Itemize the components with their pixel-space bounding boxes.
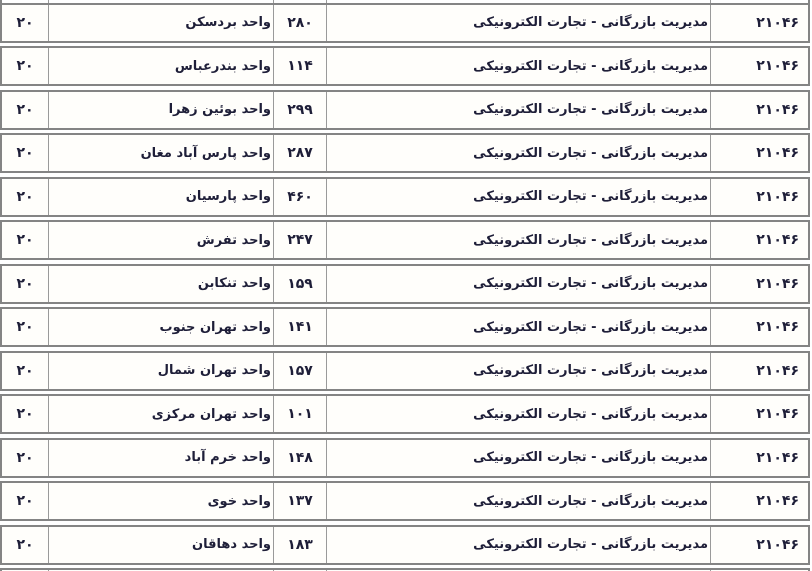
program-code-cell: ۲۱۰۴۶	[756, 406, 799, 422]
capacity-cell: ۲۰	[2, 4, 49, 41]
unit-name-cell: واحد تنکابن	[49, 265, 274, 302]
program-name-cell: مدیریت بازرگانی - تجارت الکترونیکی	[327, 352, 711, 389]
table-row: ۲۱۰۴۶ مدیریت بازرگانی - تجارت الکترونیکی…	[0, 394, 810, 434]
table-row: ۲۱۰۴۶ مدیریت بازرگانی - تجارت الکترونیکی…	[0, 176, 810, 217]
program-code-cell: ۲۱۰۴۶	[756, 493, 799, 509]
capacity-cell: ۲۰	[2, 309, 49, 345]
table-row: ۲۱۰۴۶ مدیریت بازرگانی - تجارت الکترونیکی…	[0, 437, 810, 478]
table-left-border-stub	[0, 0, 2, 3]
unit-code-cell: ۱۵۷	[274, 352, 327, 389]
column-separator-stub	[273, 0, 274, 3]
program-name-cell: مدیریت بازرگانی - تجارت الکترونیکی	[327, 4, 711, 41]
column-separator-stub	[710, 0, 711, 3]
unit-name-cell: واحد تهران جنوب	[49, 309, 274, 345]
program-name-cell: مدیریت بازرگانی - تجارت الکترونیکی	[327, 309, 711, 345]
cutoff-row-above	[0, 0, 812, 3]
table-row: ۲۱۰۴۶ مدیریت بازرگانی - تجارت الکترونیکی…	[0, 307, 810, 347]
table-row: ۲۱۰۴۶ مدیریت بازرگانی - تجارت الکترونیکی…	[0, 263, 810, 304]
program-code-cell: ۲۱۰۴۶	[756, 449, 799, 466]
program-code-cell: ۲۱۰۴۶	[756, 188, 799, 205]
table-row: ۲۱۰۴۶ مدیریت بازرگانی - تجارت الکترونیکی…	[0, 133, 810, 173]
program-name-cell: مدیریت بازرگانی - تجارت الکترونیکی	[327, 265, 711, 302]
table-row: ۲۱۰۴۶ مدیریت بازرگانی - تجارت الکترونیکی…	[0, 481, 810, 521]
unit-code-cell: ۲۸۷	[274, 135, 327, 171]
unit-name-cell: واحد دهاقان	[49, 526, 274, 563]
program-code-cell: ۲۱۰۴۶	[756, 58, 799, 74]
program-name-cell: مدیریت بازرگانی - تجارت الکترونیکی	[327, 439, 711, 476]
unit-code-cell: ۱۳۷	[274, 483, 327, 519]
column-separator-stub	[48, 0, 49, 3]
unit-code-cell: ۲۹۹	[274, 91, 327, 128]
program-code-cell: ۲۱۰۴۶	[756, 101, 799, 118]
program-name-cell: مدیریت بازرگانی - تجارت الکترونیکی	[327, 91, 711, 128]
capacity-cell: ۲۰	[2, 396, 49, 432]
program-name-cell: مدیریت بازرگانی - تجارت الکترونیکی	[327, 483, 711, 519]
unit-code-cell: ۱۰۱	[274, 396, 327, 432]
program-name-cell: مدیریت بازرگانی - تجارت الکترونیکی	[327, 526, 711, 563]
unit-name-cell: واحد بردسکن	[49, 4, 274, 41]
program-code-cell: ۲۱۰۴۶	[756, 536, 799, 553]
unit-code-cell: ۴۶۰	[274, 178, 327, 215]
unit-name-cell: واحد بوئین زهرا	[49, 91, 274, 128]
table-row: ۲۱۰۴۶ مدیریت بازرگانی - تجارت الکترونیکی…	[0, 2, 810, 43]
unit-code-cell: ۱۱۴	[274, 48, 327, 84]
program-name-cell: مدیریت بازرگانی - تجارت الکترونیکی	[327, 222, 711, 258]
unit-name-cell: واحد بندرعباس	[49, 48, 274, 84]
capacity-cell: ۲۰	[2, 48, 49, 84]
unit-name-cell: واحد پارسیان	[49, 178, 274, 215]
table-row: ۲۱۰۴۶ مدیریت بازرگانی - تجارت الکترونیکی…	[0, 220, 810, 260]
capacity-cell: ۲۰	[2, 483, 49, 519]
unit-name-cell: واحد تهران شمال	[49, 352, 274, 389]
unit-name-cell: واحد تهران مرکزی	[49, 396, 274, 432]
unit-code-cell: ۲۴۷	[274, 222, 327, 258]
unit-code-cell: ۱۸۳	[274, 526, 327, 563]
capacity-cell: ۲۰	[2, 526, 49, 563]
unit-code-cell: ۱۴۸	[274, 439, 327, 476]
capacity-cell: ۲۰	[2, 178, 49, 215]
unit-name-cell: واحد خرم آباد	[49, 439, 274, 476]
capacity-cell: ۲۰	[2, 135, 49, 171]
program-name-cell: مدیریت بازرگانی - تجارت الکترونیکی	[327, 135, 711, 171]
unit-name-cell: واحد خوی	[49, 483, 274, 519]
column-separator-stub	[326, 0, 327, 3]
table-row: ۲۱۰۴۶ مدیریت بازرگانی - تجارت الکترونیکی…	[0, 350, 810, 391]
program-code-cell: ۲۱۰۴۶	[756, 319, 799, 335]
program-name-cell: مدیریت بازرگانی - تجارت الکترونیکی	[327, 48, 711, 84]
table-row: ۲۱۰۴۶ مدیریت بازرگانی - تجارت الکترونیکی…	[0, 46, 810, 86]
unit-code-cell: ۲۸۰	[274, 4, 327, 41]
program-code-cell: ۲۱۰۴۶	[756, 14, 799, 31]
capacity-cell: ۲۰	[2, 91, 49, 128]
unit-code-cell: ۱۵۹	[274, 265, 327, 302]
program-name-cell: مدیریت بازرگانی - تجارت الکترونیکی	[327, 396, 711, 432]
program-code-cell: ۲۱۰۴۶	[756, 275, 799, 292]
table-row: ۲۱۰۴۶ مدیریت بازرگانی - تجارت الکترونیکی…	[0, 89, 810, 130]
capacity-cell: ۲۰	[2, 265, 49, 302]
program-code-cell: ۲۱۰۴۶	[756, 145, 799, 161]
unit-code-cell: ۱۴۱	[274, 309, 327, 345]
table-right-border-stub	[808, 0, 810, 3]
capacity-cell: ۲۰	[2, 439, 49, 476]
program-code-cell: ۲۱۰۴۶	[756, 232, 799, 248]
table-row: ۲۱۰۴۶ مدیریت بازرگانی - تجارت الکترونیکی…	[0, 524, 810, 565]
capacity-cell: ۲۰	[2, 222, 49, 258]
program-name-cell: مدیریت بازرگانی - تجارت الکترونیکی	[327, 178, 711, 215]
unit-name-cell: واحد پارس آباد مغان	[49, 135, 274, 171]
unit-name-cell: واحد تفرش	[49, 222, 274, 258]
capacity-cell: ۲۰	[2, 352, 49, 389]
program-code-cell: ۲۱۰۴۶	[756, 362, 799, 379]
